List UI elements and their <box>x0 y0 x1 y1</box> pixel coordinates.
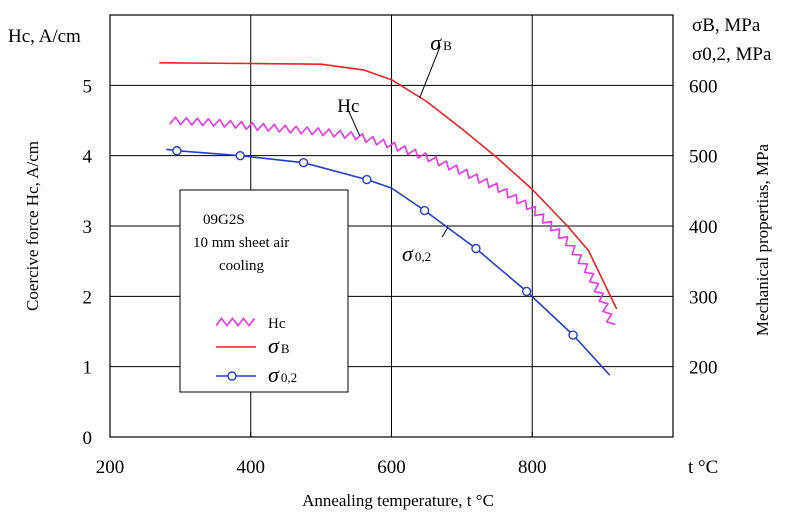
y-right-tick-label: 300 <box>689 287 718 308</box>
legend-note-3: cooling <box>219 258 264 274</box>
annotation-label-1: Hc <box>337 96 359 117</box>
y-left-tick-label: 1 <box>83 358 93 379</box>
data-point-marker <box>298 157 309 168</box>
corner-left-label: Hc, A/cm <box>8 26 81 47</box>
x-tick-label: 600 <box>377 457 406 478</box>
ticks: 200 400 600 800 0 1 2 3 4 5 200 300 400 500 600 <box>83 76 718 478</box>
y-right-tick-label: 600 <box>689 76 718 97</box>
data-point-marker <box>362 174 372 185</box>
y-right-tick-label: 500 <box>689 147 718 168</box>
legend-note-2: 10 mm sheet air <box>193 235 289 251</box>
y-left-axis-title: Coercive force Hc, A/cm <box>23 141 42 311</box>
y-left-tick-label: 2 <box>83 287 93 308</box>
corner-right-label-1: σB, MPa <box>692 15 761 36</box>
data-point-marker <box>521 286 532 297</box>
series-group <box>159 62 618 376</box>
y-left-tick-label: 0 <box>83 428 93 449</box>
x-tick-label: 400 <box>237 457 266 478</box>
data-point-marker <box>172 146 182 156</box>
y-right-tick-label: 400 <box>689 217 718 238</box>
legend-swatch-0 <box>215 317 256 327</box>
y-right-tick-label: 200 <box>689 358 718 379</box>
legend: 09G2S 10 mm sheet air cooling Hcσ B σ 0,2 <box>179 189 349 393</box>
annotation-pointer-1 <box>346 107 361 137</box>
y-left-tick-label: 3 <box>83 217 93 238</box>
data-point-marker <box>419 205 430 216</box>
series-line-1 <box>159 62 618 310</box>
legend-label-0: Hc <box>268 316 286 332</box>
annotation-pointer-0 <box>419 45 441 99</box>
annotation-pointer-2 <box>441 227 449 238</box>
legend-box <box>179 189 349 393</box>
data-point-marker <box>471 243 481 254</box>
x-unit-label: t °C <box>688 457 718 478</box>
legend-label-2: σ 0,2 <box>268 362 297 387</box>
data-point-marker <box>235 150 245 161</box>
data-point-marker <box>568 330 578 340</box>
annotation-label-2: σ 0,2 <box>402 241 431 266</box>
x-axis-title: Annealing temperature, t °C <box>302 491 494 510</box>
legend-note-1: 09G2S <box>203 212 245 228</box>
y-left-tick-label: 5 <box>83 76 93 97</box>
legend-marker-2 <box>227 371 237 381</box>
x-tick-label: 800 <box>518 457 547 478</box>
y-right-axis-title: Mechanical propertias, MPa <box>753 143 772 336</box>
series-line-2 <box>166 148 611 376</box>
x-tick-label: 200 <box>96 457 125 478</box>
corner-right-label-2: σ0,2, MPa <box>692 44 772 65</box>
y-left-tick-label: 4 <box>83 147 93 168</box>
series-line-0 <box>169 116 616 326</box>
annotations-group: σ B Hc σ 0,2 <box>337 30 452 266</box>
